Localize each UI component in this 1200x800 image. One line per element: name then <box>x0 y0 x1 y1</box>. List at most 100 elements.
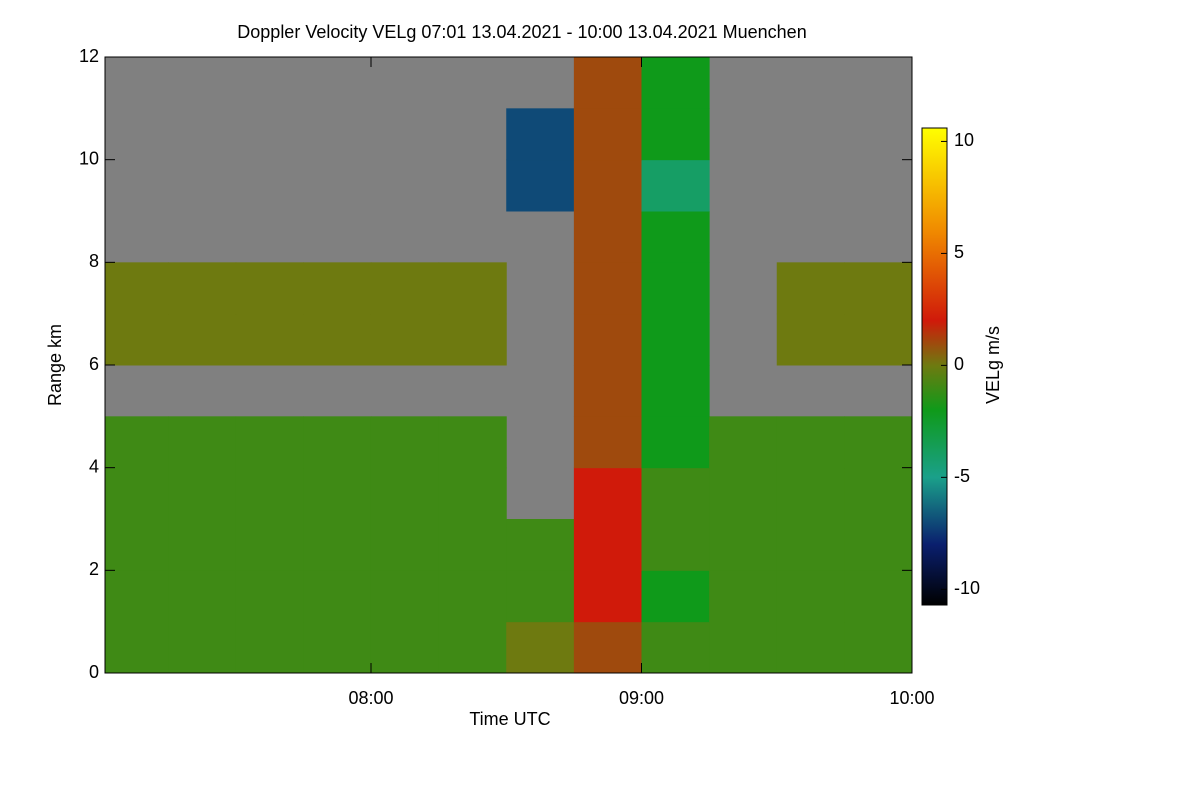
heatmap-cell <box>844 467 913 520</box>
heatmap-cell <box>641 313 710 366</box>
heatmap-cell <box>573 467 642 520</box>
heatmap-cell <box>168 416 237 469</box>
heatmap-cell <box>303 570 372 623</box>
heatmap-cell <box>168 570 237 623</box>
heatmap-cell <box>168 519 237 571</box>
heatmap-cell <box>303 519 372 571</box>
heatmap-cell <box>776 467 845 520</box>
heatmap-cell <box>573 621 642 674</box>
heatmap-cell <box>235 570 304 623</box>
heatmap-cell <box>303 621 372 674</box>
y-tick-label: 12 <box>79 46 99 66</box>
heatmap-cell <box>844 262 913 315</box>
heatmap-cell <box>438 313 507 366</box>
heatmap-cell <box>641 621 710 674</box>
heatmap-cell <box>105 313 169 366</box>
heatmap-cell <box>235 416 304 469</box>
heatmap-cell <box>641 570 710 623</box>
heatmap-cell <box>303 416 372 469</box>
heatmap-cell <box>105 416 169 469</box>
x-tick-label: 10:00 <box>889 688 934 708</box>
heatmap-cell <box>709 570 778 623</box>
heatmap-cell <box>641 108 710 161</box>
heatmap-cell <box>370 621 440 674</box>
y-tick-label: 0 <box>89 662 99 682</box>
heatmap-cell <box>370 570 440 623</box>
heatmap-cell <box>370 467 440 520</box>
colorbar-tick-label: 10 <box>954 130 974 150</box>
heatmap-cell <box>506 570 575 623</box>
heatmap-cell <box>641 211 710 263</box>
heatmap-cell <box>709 621 778 674</box>
heatmap-cell <box>709 467 778 520</box>
heatmap-cell <box>235 313 304 366</box>
heatmap-cell <box>370 519 440 571</box>
heatmap-cell <box>438 467 507 520</box>
heatmap-cell <box>506 159 575 212</box>
heatmap-cell <box>370 262 440 315</box>
heatmap-cell <box>370 313 440 366</box>
heatmap-cell <box>844 313 913 366</box>
heatmap-cell <box>776 313 845 366</box>
y-axis-label: Range km <box>45 324 65 406</box>
heatmap-cell <box>776 621 845 674</box>
y-tick-label: 6 <box>89 354 99 374</box>
heatmap-cell <box>573 211 642 263</box>
y-tick-label: 10 <box>79 148 99 168</box>
heatmap-cell <box>370 416 440 469</box>
heatmap-cell <box>844 416 913 469</box>
chart-title: Doppler Velocity VELg 07:01 13.04.2021 -… <box>237 22 806 42</box>
heatmap-cell <box>573 262 642 315</box>
heatmap-cell <box>105 621 169 674</box>
heatmap-cell <box>105 262 169 315</box>
heatmap-cell <box>641 57 710 109</box>
heatmap-cell <box>776 416 845 469</box>
heatmap-cell <box>168 262 237 315</box>
heatmap-cell <box>235 467 304 520</box>
heatmap-cell <box>573 365 642 417</box>
heatmap-cell <box>573 159 642 212</box>
heatmap-cell <box>844 570 913 623</box>
heatmap-cell <box>776 519 845 571</box>
heatmap-cell <box>573 108 642 161</box>
heatmap-cell <box>303 313 372 366</box>
colorbar-tick-label: -10 <box>954 578 980 598</box>
colorbar-tick-label: 0 <box>954 354 964 374</box>
heatmap-cell <box>573 57 642 109</box>
heatmap-cell <box>235 621 304 674</box>
heatmap-cell <box>844 621 913 674</box>
heatmap-cell <box>776 570 845 623</box>
heatmap-cell <box>844 519 913 571</box>
heatmap-cell <box>168 313 237 366</box>
colorbar-tick-label: 5 <box>954 242 964 262</box>
colorbar <box>921 127 948 606</box>
heatmap-cell <box>573 570 642 623</box>
heatmap-cell <box>641 159 710 212</box>
heatmap-cell <box>506 108 575 161</box>
heatmap-cell <box>573 313 642 366</box>
heatmap-cell <box>438 519 507 571</box>
heatmap-cell <box>641 519 710 571</box>
heatmap-cell <box>235 262 304 315</box>
y-tick-label: 8 <box>89 251 99 271</box>
heatmap-cell <box>709 519 778 571</box>
heatmap-cell <box>573 519 642 571</box>
colorbar-label: VELg m/s <box>983 326 1003 404</box>
x-tick-label: 08:00 <box>348 688 393 708</box>
heatmap-cell <box>303 262 372 315</box>
heatmap-cell <box>235 519 304 571</box>
heatmap-cell <box>506 519 575 571</box>
heatmap-cell <box>303 467 372 520</box>
heatmap-cell <box>438 416 507 469</box>
heatmap-cell <box>709 416 778 469</box>
heatmap-cell <box>168 621 237 674</box>
x-tick-label: 09:00 <box>619 688 664 708</box>
heatmap-cell <box>573 416 642 469</box>
colorbar-tick-label: -5 <box>954 466 970 486</box>
heatmap-cell <box>641 365 710 417</box>
heatmap-cell <box>105 467 169 520</box>
heatmap-cell <box>105 519 169 571</box>
x-axis-label: Time UTC <box>469 709 550 729</box>
heatmap-cell <box>641 467 710 520</box>
